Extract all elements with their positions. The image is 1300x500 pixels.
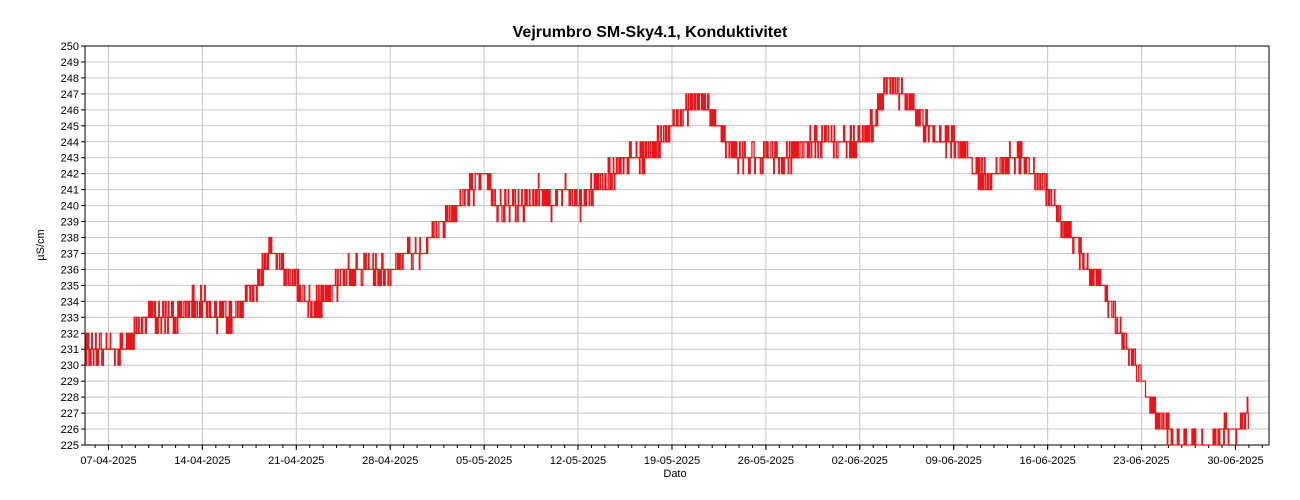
grid-lines [85,45,1269,446]
x-tick-label: 14-04-2025 [174,455,230,467]
series-layer [85,77,1249,446]
y-tick-label: 233 [61,312,79,324]
y-tick-label: 237 [61,248,79,260]
y-tick-label: 248 [61,73,79,85]
y-tick-label: 241 [61,185,79,197]
y-tick-label: 227 [61,408,79,420]
chart-title: Vejrumbro SM-Sky4.1, Konduktivitet [513,24,788,41]
y-tick-label: 229 [61,376,79,388]
x-tick-label: 07-04-2025 [80,455,136,467]
y-tick-label: 228 [61,392,79,404]
y-tick-label: 238 [61,233,79,245]
y-tick-label: 244 [61,137,79,149]
x-tick-label: 05-05-2025 [456,455,512,467]
y-tick-label: 239 [61,217,79,229]
y-tick-label: 242 [61,169,79,181]
conductivity-series-line [85,77,1249,446]
y-tick-label: 250 [61,41,79,53]
y-tick-label: 249 [61,57,79,69]
plot-area [84,45,1270,446]
x-axis-label: Dato [663,468,686,480]
y-tick-label: 246 [61,105,79,117]
x-tick-label: 28-04-2025 [362,455,418,467]
y-tick-label: 225 [61,440,79,452]
x-tick-label: 26-05-2025 [738,455,794,467]
x-tick-label: 12-05-2025 [550,455,606,467]
y-tick-label: 234 [61,296,79,308]
y-tick-label: 247 [61,89,79,101]
y-tick-label: 243 [61,153,79,165]
x-tick-label: 23-06-2025 [1113,455,1169,467]
y-tick-label: 245 [61,121,79,133]
x-tick-label: 21-04-2025 [268,455,324,467]
y-tick-label: 230 [61,360,79,372]
y-axis-ticks: 225 226 227 228 229 230 231 232 233 234 235 236 237 2… [61,41,85,452]
x-tick-label: 30-06-2025 [1207,455,1263,467]
y-tick-label: 226 [61,424,79,436]
y-tick-label: 232 [61,328,79,340]
x-axis-ticks: 07-04-2025 14-04-2025 21-04-2025 28-04-2025… [80,445,1264,467]
x-tick-label: 02-06-2025 [832,455,888,467]
y-tick-label: 236 [61,264,79,276]
y-tick-label: 235 [61,280,79,292]
y-tick-label: 231 [61,344,79,356]
y-tick-label: 240 [61,201,79,213]
x-tick-label: 09-06-2025 [926,455,982,467]
x-tick-label: 16-06-2025 [1019,455,1075,467]
x-tick-label: 19-05-2025 [644,455,700,467]
y-axis-label: µS/cm [35,229,47,260]
